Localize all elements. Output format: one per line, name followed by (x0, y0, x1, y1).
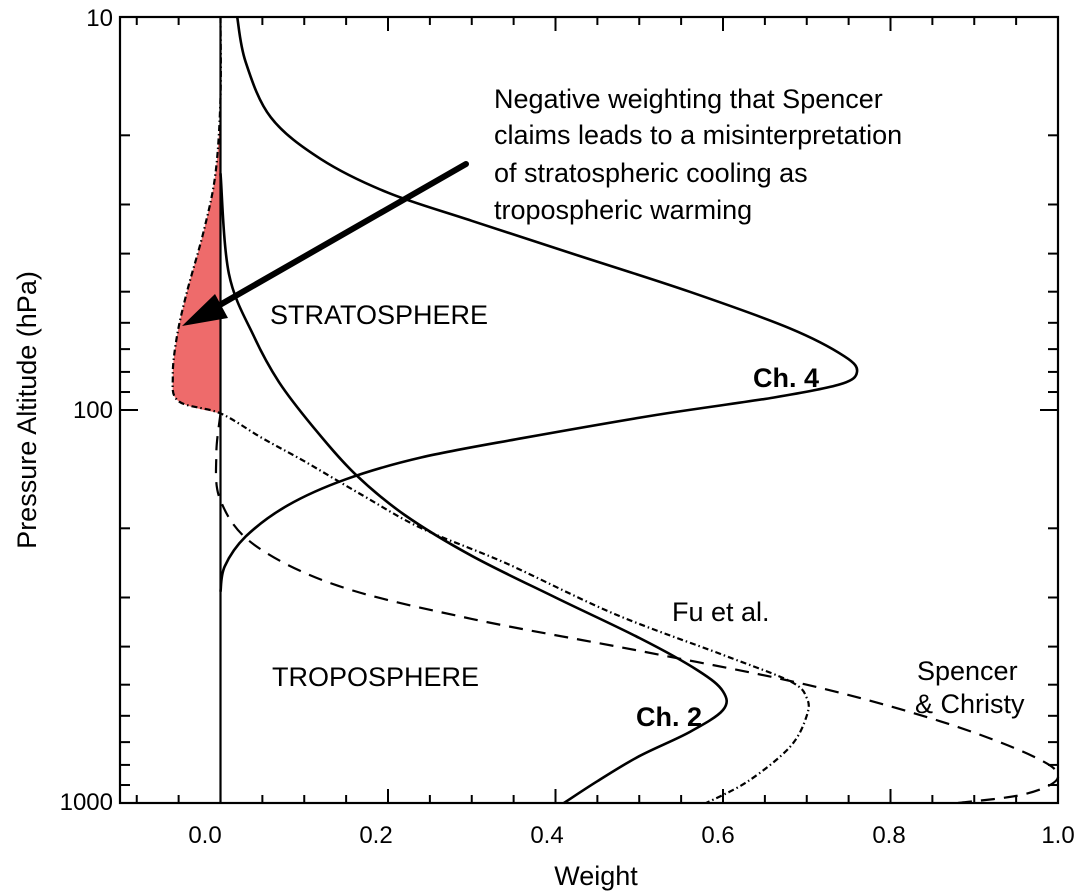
y-tick-label: 100 (73, 397, 113, 424)
series-line-fu-et-al (171, 16, 810, 804)
arrow-head (182, 294, 228, 326)
y-tick-label: 10 (86, 5, 113, 32)
annotation-line: of stratospheric cooling as (494, 158, 808, 188)
spencer-christy-label: & Christy (915, 689, 1025, 719)
x-tick-label: 0.8 (872, 822, 905, 849)
y-tick-labels: 10 100 1000 (60, 5, 113, 816)
annotation-line: claims leads to a misinterpretation (494, 120, 902, 150)
x-axis-title: Weight (554, 861, 638, 891)
x-tick-label: 0.4 (530, 822, 563, 849)
spencer-christy-label: Spencer (917, 656, 1018, 686)
axis-ticks (120, 17, 1058, 803)
x-tick-labels: 0.0 0.2 0.4 0.6 0.8 1.0 (188, 822, 1074, 849)
stratosphere-label: STRATOSPHERE (270, 300, 488, 330)
troposphere-label: TROPOSPHERE (272, 662, 479, 692)
annotation-line: Negative weighting that Spencer (494, 84, 883, 114)
negative-weighting-shaded-area (172, 17, 221, 414)
series-line-ch-4 (219, 16, 859, 592)
x-tick-label: 0.6 (701, 822, 734, 849)
x-tick-label: 0.2 (359, 822, 392, 849)
y-axis-title: Pressure Altitude (hPa) (12, 271, 42, 549)
fu-et-al-label: Fu et al. (672, 597, 770, 627)
series-line-spencer-christy (214, 413, 1060, 805)
x-tick-label: 1.0 (1041, 822, 1074, 849)
arrow-shaft (215, 161, 469, 309)
series-layer (171, 16, 1060, 805)
annotation-arrow (182, 161, 469, 326)
annotation-line: tropospheric warming (494, 195, 752, 225)
x-tick-label: 0.0 (188, 822, 221, 849)
y-tick-label: 1000 (60, 789, 113, 816)
ch2-label: Ch. 2 (636, 702, 702, 732)
series-line-ch-2 (219, 173, 728, 805)
ch4-label: Ch. 4 (753, 363, 819, 393)
